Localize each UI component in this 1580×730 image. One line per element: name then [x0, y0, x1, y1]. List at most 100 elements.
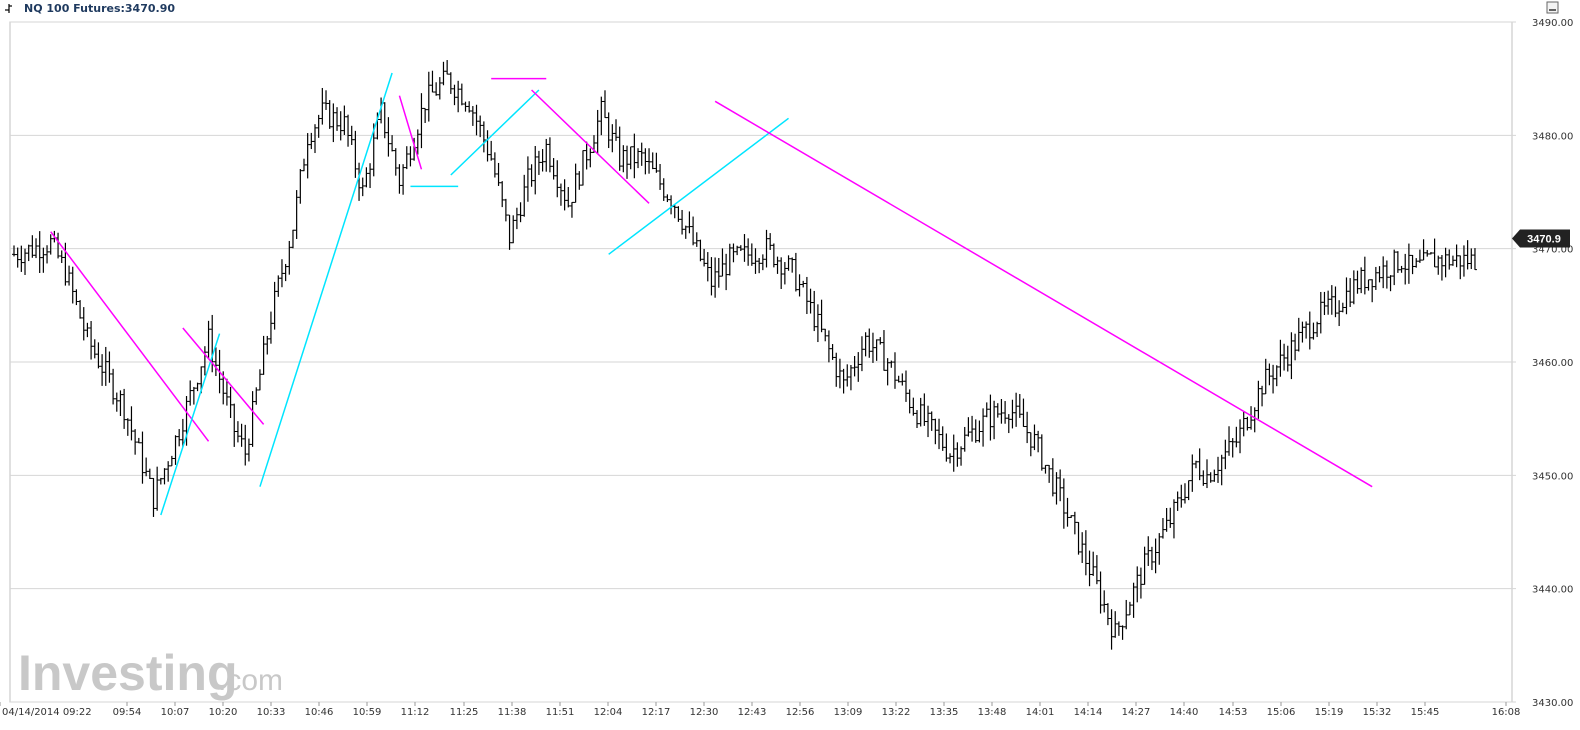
ohlc-bar — [654, 152, 659, 173]
ohlc-bar — [78, 300, 83, 319]
ohlc-bar — [155, 466, 160, 511]
ohlc-bar — [977, 420, 982, 443]
ohlc-bar — [140, 431, 145, 484]
ohlc-bar — [683, 225, 688, 239]
ohlc-bar — [757, 257, 762, 274]
ohlc-bar — [859, 336, 864, 372]
downtrend-line — [714, 100, 1373, 488]
ohlc-bar — [1216, 456, 1221, 483]
ohlc-bar — [966, 417, 971, 437]
ohlc-bar — [30, 235, 35, 258]
ohlc-bar — [1454, 244, 1459, 268]
x-tick-label: 15:06 — [1267, 707, 1296, 718]
x-tick-label: 11:12 — [401, 707, 430, 718]
ohlc-bar — [1058, 469, 1063, 502]
ohlc-bar — [279, 259, 284, 288]
ohlc-bar — [37, 231, 42, 274]
ohlc-bar — [1127, 601, 1132, 616]
ohlc-bar — [1138, 567, 1143, 599]
ohlc-bar — [1120, 625, 1125, 640]
ohlc-bar — [415, 129, 420, 155]
ohlc-bar — [837, 358, 842, 389]
ohlc-bar — [1032, 424, 1037, 451]
ohlc-bar — [1047, 464, 1052, 483]
minimize-icon[interactable] — [1546, 1, 1559, 14]
ohlc-bar — [1326, 290, 1331, 315]
ohlc-bar — [1344, 277, 1349, 315]
ohlc-bar — [45, 245, 50, 264]
ohlc-bar — [1076, 521, 1081, 555]
ohlc-bar — [283, 263, 288, 282]
x-tick-label: 12:43 — [738, 707, 767, 718]
ohlc-bar — [823, 328, 828, 342]
ohlc-bar — [533, 145, 538, 195]
ohlc-bar — [878, 337, 883, 345]
last-price-badge: 3470.9 — [1512, 229, 1570, 248]
ohlc-bar — [602, 90, 607, 119]
x-tick-label: 12:30 — [690, 707, 719, 718]
ohlc-bar — [1340, 302, 1345, 313]
ohlc-bar — [1425, 249, 1430, 257]
ohlc-bar — [797, 274, 802, 297]
ohlc-bar — [999, 398, 1004, 424]
ohlc-bar — [1274, 365, 1279, 387]
downtrend-line — [182, 327, 265, 425]
ohlc-bar — [188, 380, 193, 406]
bar-chart-icon[interactable] — [5, 4, 12, 13]
watermark-suffix: .com — [218, 664, 283, 697]
ohlc-bar — [926, 405, 931, 438]
x-tick-label: 10:46 — [305, 707, 334, 718]
x-tick-label: 14:27 — [1122, 707, 1151, 718]
x-tick-label: 14:01 — [1026, 707, 1055, 718]
ohlc-bar — [162, 468, 167, 485]
watermark-brand: Investing — [18, 645, 237, 701]
ohlc-bar — [702, 248, 707, 267]
ohlc-bar — [1223, 439, 1228, 470]
ohlc-bar — [1153, 538, 1158, 574]
ohlc-bar — [922, 393, 927, 426]
y-tick-label: 3480.00 — [1532, 131, 1573, 142]
ohlc-bar — [658, 163, 663, 190]
ohlc-bar — [1098, 571, 1103, 614]
ohlc-bar — [808, 288, 813, 314]
ohlc-bar — [669, 195, 674, 215]
downtrend-line — [50, 231, 210, 442]
ohlc-bar — [834, 352, 839, 387]
x-tick-label: 14:14 — [1074, 707, 1103, 718]
ohlc-bar — [243, 424, 248, 466]
ohlc-bar — [786, 255, 791, 271]
ohlc-bar — [775, 256, 780, 274]
ohlc-bar — [346, 114, 351, 147]
ohlc-bar — [812, 290, 817, 332]
ohlc-bar — [496, 162, 501, 186]
ohlc-bar — [1447, 249, 1452, 270]
ohlc-bar — [133, 429, 138, 455]
ohlc-bar — [1230, 438, 1235, 458]
ohlc-bar — [368, 163, 373, 189]
ohlc-bar — [70, 266, 75, 304]
ohlc-bar — [588, 148, 593, 168]
ohlc-bar — [191, 386, 196, 405]
ohlc-bar — [1359, 267, 1364, 294]
ohlc-bar — [213, 347, 218, 377]
ohlc-bar — [228, 386, 233, 418]
ohlc-bar — [92, 339, 97, 359]
ohlc-bar — [1348, 278, 1353, 308]
ohlc-bar — [848, 364, 853, 391]
y-tick-label: 3440.00 — [1532, 585, 1573, 596]
ohlc-bar — [489, 140, 494, 161]
ohlc-bar — [12, 245, 16, 257]
ohlc-bar — [393, 148, 398, 176]
ohlc-bar — [507, 214, 512, 250]
x-axis: 04/14/2014 09:22 09:54 10:07 10:20 10:33 10:4… — [0, 702, 1520, 718]
ohlc-bar — [1014, 392, 1019, 427]
ohlc-bar — [867, 328, 872, 358]
ohlc-bar — [874, 339, 879, 361]
ohlc-bar — [1370, 279, 1375, 303]
ohlc-bar — [639, 142, 644, 166]
ohlc-bar — [250, 391, 255, 447]
ohlc-bar — [1381, 256, 1386, 289]
ohlc-bar — [456, 80, 461, 113]
ohlc-bar — [1043, 464, 1048, 474]
